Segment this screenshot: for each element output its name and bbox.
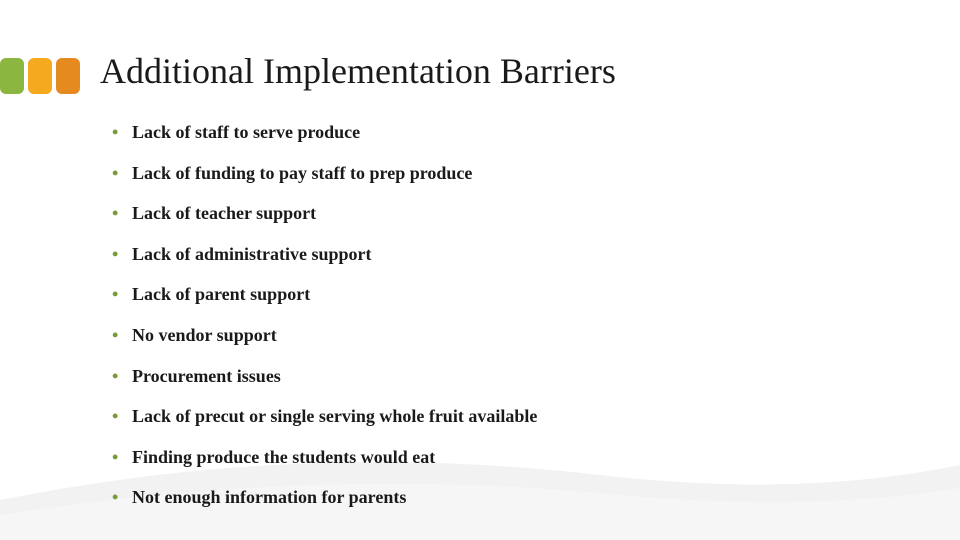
color-tabs [0,58,80,94]
bullet-item: Lack of funding to pay staff to prep pro… [112,163,537,185]
bullet-item: Procurement issues [112,366,537,388]
bullet-item: Lack of parent support [112,284,537,306]
bullet-item: Finding produce the students would eat [112,447,537,469]
bullet-item: Lack of precut or single serving whole f… [112,406,537,428]
bullet-list: Lack of staff to serve produce Lack of f… [112,122,537,528]
slide-title: Additional Implementation Barriers [100,50,616,92]
bullet-item: Not enough information for parents [112,487,537,509]
tab-green [0,58,24,94]
bullet-item: No vendor support [112,325,537,347]
bullet-item: Lack of staff to serve produce [112,122,537,144]
bullet-item: Lack of administrative support [112,244,537,266]
tab-yellow [28,58,52,94]
tab-orange [56,58,80,94]
bullet-item: Lack of teacher support [112,203,537,225]
